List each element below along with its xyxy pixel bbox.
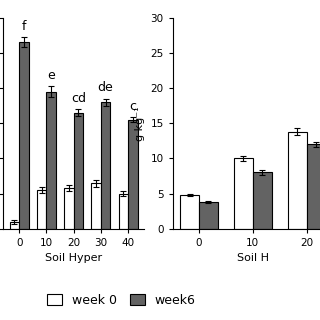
Y-axis label: g kg⁻¹: g kg⁻¹ bbox=[135, 106, 145, 140]
Text: f: f bbox=[22, 20, 26, 33]
Text: de: de bbox=[98, 81, 114, 94]
Bar bbox=[91, 183, 101, 229]
Legend: week 0, week6: week 0, week6 bbox=[44, 290, 200, 310]
X-axis label: Soil H: Soil H bbox=[237, 253, 269, 263]
Bar bbox=[288, 132, 307, 229]
Bar bbox=[101, 102, 110, 229]
Bar bbox=[10, 222, 19, 229]
Bar bbox=[253, 172, 272, 229]
Bar bbox=[199, 202, 218, 229]
Bar bbox=[128, 120, 138, 229]
Bar bbox=[64, 188, 74, 229]
Bar bbox=[74, 113, 83, 229]
Bar bbox=[46, 92, 56, 229]
Bar bbox=[37, 190, 46, 229]
Text: cd: cd bbox=[71, 92, 86, 105]
Bar bbox=[180, 195, 199, 229]
Bar bbox=[118, 194, 128, 229]
Text: e: e bbox=[47, 69, 55, 82]
Bar bbox=[307, 144, 320, 229]
X-axis label: Soil Hyper: Soil Hyper bbox=[45, 253, 102, 263]
Text: c: c bbox=[129, 100, 136, 113]
Bar bbox=[19, 42, 29, 229]
Bar bbox=[234, 158, 253, 229]
